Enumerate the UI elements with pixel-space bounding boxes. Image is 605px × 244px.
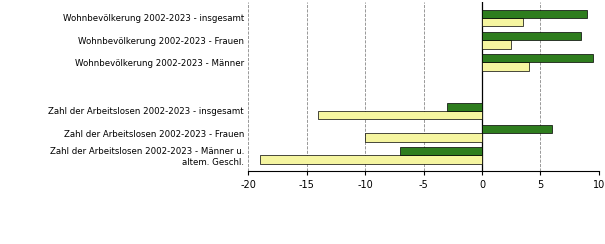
Legend: Oberwart, Burgenland: Oberwart, Burgenland — [371, 240, 546, 244]
Bar — [482, 40, 511, 49]
Bar — [447, 102, 482, 111]
Bar — [318, 111, 482, 119]
Bar — [365, 133, 482, 142]
Bar — [482, 125, 552, 133]
Bar — [482, 10, 587, 18]
Bar — [482, 32, 581, 40]
Bar — [482, 18, 523, 26]
Bar — [260, 155, 482, 164]
Bar — [482, 54, 593, 62]
Bar — [400, 147, 482, 155]
Bar — [482, 62, 529, 71]
